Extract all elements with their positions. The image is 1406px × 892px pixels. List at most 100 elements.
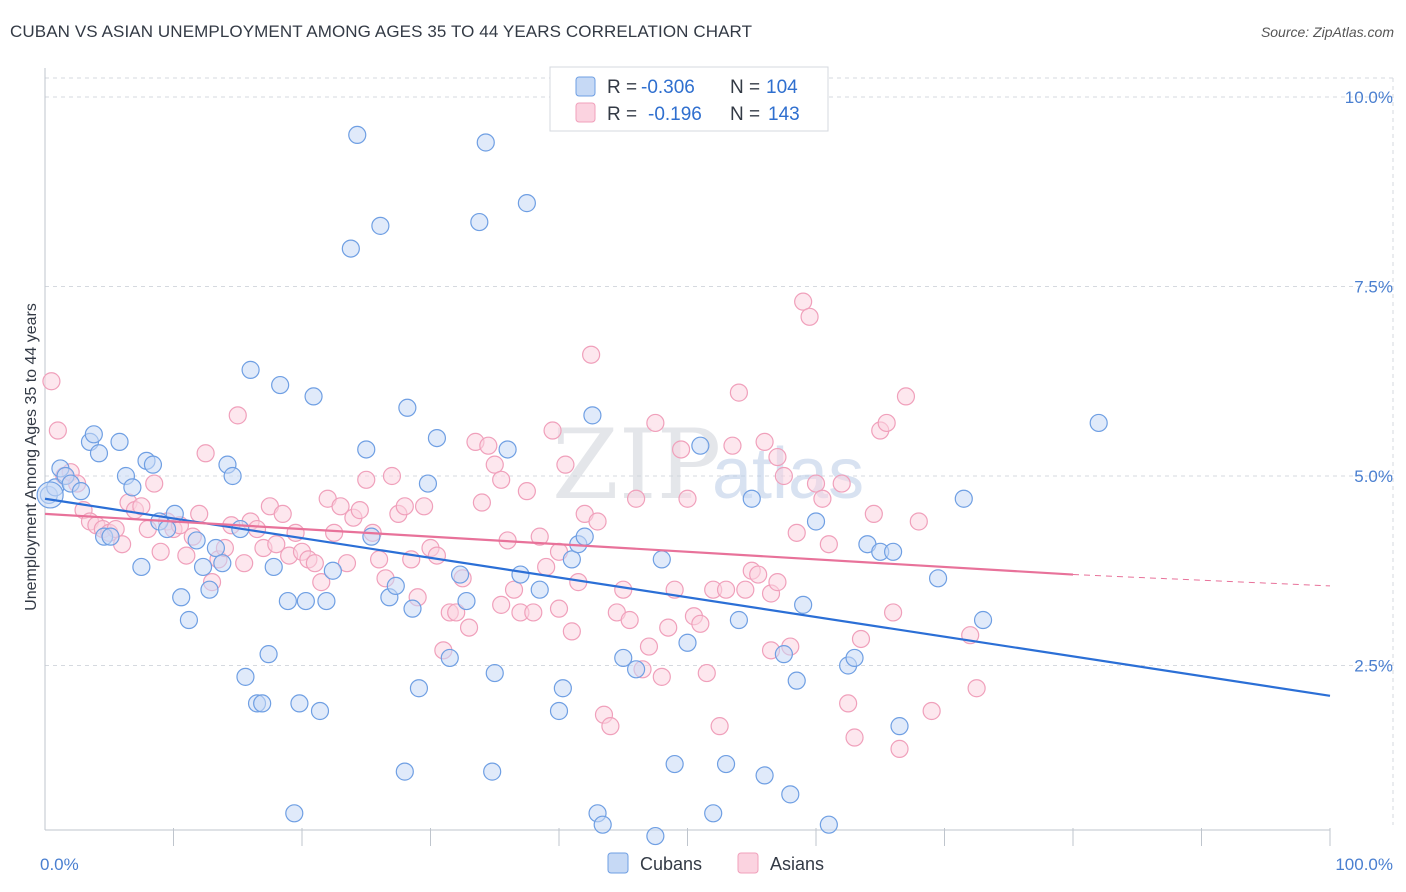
asians-point [909, 512, 928, 531]
asians-point [132, 497, 151, 516]
cubans-point [883, 542, 903, 561]
cubans-point [928, 569, 948, 588]
asians-point [492, 470, 511, 489]
cubans-point [819, 815, 838, 834]
asians-point [723, 436, 742, 455]
cubans-point [304, 387, 323, 406]
asians-point [620, 610, 639, 630]
asians-point [312, 573, 331, 592]
cubans-point [575, 527, 594, 546]
asians-point [305, 554, 324, 573]
asians-point [639, 637, 659, 656]
asians-point [395, 497, 414, 516]
asians-point [691, 614, 710, 633]
cubans-point [101, 527, 120, 546]
legend-r-label-cubans: R = [607, 77, 637, 98]
asians-point [710, 717, 729, 736]
asians-point [382, 466, 402, 486]
legend-n-value-cubans: 104 [766, 77, 798, 98]
asians-point [414, 497, 434, 516]
asians-point [716, 580, 736, 599]
asians-point [652, 667, 671, 686]
asians-point [678, 489, 697, 508]
cubans-point [418, 474, 438, 493]
cubans-point [781, 785, 800, 804]
asians-point [42, 372, 61, 391]
trendlines [44, 497, 1331, 697]
cubans-point [787, 671, 806, 690]
asians-point [447, 603, 466, 622]
legend-n-value-asians: 143 [768, 104, 800, 125]
asians-point [768, 573, 787, 592]
asians-point [601, 717, 620, 736]
asians-point [671, 440, 691, 459]
source-credit: Source: ZipAtlas.com [1260, 24, 1394, 40]
cubans-point [200, 580, 219, 599]
cubans-point [259, 645, 278, 664]
cubans-point [187, 531, 206, 550]
bottom-legend-cubans-label: Cubans [640, 854, 702, 874]
cubans-series [36, 125, 1108, 846]
asians-point [537, 557, 556, 577]
asians-point [235, 554, 254, 573]
asians-point [800, 307, 819, 326]
asians-legend-swatch [575, 102, 596, 123]
asians-point [659, 618, 678, 637]
asians-point [350, 501, 369, 520]
cubans-point [123, 478, 142, 497]
axes [44, 68, 1331, 846]
asians-point [190, 504, 209, 524]
cubans-point [296, 591, 315, 611]
cubans-point [71, 482, 91, 501]
asians-point [485, 455, 504, 474]
asians-point [922, 701, 941, 721]
cubans-point [1089, 413, 1108, 433]
cubans-point [172, 588, 191, 607]
cubans-point [511, 565, 530, 584]
asians-point [247, 519, 267, 539]
cubans-point [774, 645, 793, 664]
cubans-point [626, 660, 646, 679]
asians-point [357, 470, 376, 489]
y-tick-label: 7.5% [1354, 278, 1393, 297]
y-tick-labels: 2.5% 5.0% 7.5% 10.0% [1345, 88, 1393, 676]
asians-point [337, 554, 357, 573]
cubans-legend-swatch [575, 76, 596, 97]
series-legend: Cubans Asians [607, 852, 824, 874]
cubans-point [704, 804, 723, 823]
asians-point [774, 466, 793, 486]
x-tick-label: 100.0% [1335, 855, 1393, 874]
asians-point [562, 622, 581, 641]
asians-point [459, 618, 479, 637]
asians-point [729, 383, 749, 402]
chart-title: CUBAN VS ASIAN UNEMPLOYMENT AMONG AGES 3… [10, 22, 753, 41]
asians-point [325, 523, 344, 542]
asians-point [48, 421, 67, 440]
asians-point [890, 739, 909, 758]
cubans-point [729, 610, 749, 630]
asians-point [331, 497, 350, 516]
bottom-legend-asians-swatch [737, 852, 759, 874]
asians-point [479, 436, 498, 455]
cubans-point [398, 398, 417, 417]
cubans-point [278, 591, 297, 611]
asians-point [145, 474, 164, 493]
cubans-point [562, 550, 581, 569]
y-axis-title: Unemployment Among Ages 35 to 44 years [23, 303, 40, 611]
cubans-point [470, 212, 489, 232]
asians-point [755, 432, 774, 451]
y-tick-label: 10.0% [1345, 88, 1393, 107]
asians-point [845, 728, 864, 747]
asians-point [896, 387, 916, 406]
asians-series [42, 292, 986, 758]
cubans-point [110, 432, 129, 451]
asians-point [787, 523, 806, 542]
asians-point [524, 603, 543, 622]
cubans-point [290, 694, 309, 713]
cubans-point [323, 561, 342, 580]
cubans-point [553, 679, 572, 698]
cubans-point [310, 701, 330, 721]
cubans-point [457, 591, 476, 611]
cubans-point [36, 481, 64, 509]
asians-point [273, 504, 292, 524]
